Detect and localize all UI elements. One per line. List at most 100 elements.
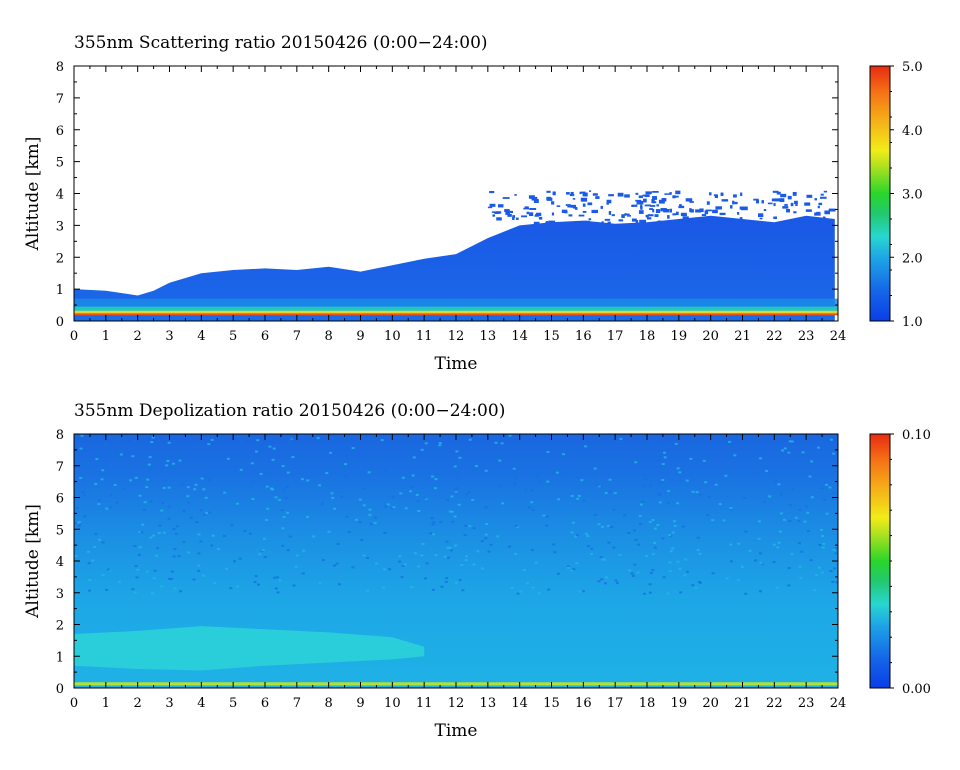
cloud-speck [524,206,529,209]
noise-speck [637,543,641,546]
noise-speck [263,556,267,559]
noise-speck [570,569,574,572]
noise-speck [207,479,211,482]
cloud-speck [759,217,763,220]
noise-speck [101,469,105,472]
noise-speck [142,508,146,511]
cloud-speck [635,220,639,224]
noise-speck [117,580,121,583]
noise-speck [576,476,580,479]
cloud-speck [773,203,776,207]
noise-speck [820,571,824,574]
noise-speck [818,544,822,547]
cloud-speck [578,214,585,217]
noise-speck [722,519,726,522]
cloud-speck [806,194,813,198]
cloud-speck [804,202,811,206]
noise-speck [380,439,384,442]
noise-speck [167,486,171,489]
noise-speck [645,554,649,557]
x-tick-label: 3 [165,329,173,344]
cloud-speck [773,216,777,220]
noise-speck [410,485,414,488]
noise-speck [294,565,298,568]
cloud-speck [771,198,777,202]
noise-speck [787,584,791,587]
noise-speck [516,592,520,595]
noise-speck [729,508,733,511]
noise-speck [344,463,348,466]
cloud-speck [533,221,540,226]
cloud-speck [678,205,685,209]
noise-speck [85,454,89,457]
noise-speck [208,511,212,514]
noise-speck [713,446,717,449]
cloud-speck [715,206,722,210]
noise-speck [678,479,682,482]
x-tick-label: 19 [671,696,688,711]
noise-speck [165,456,169,459]
noise-speck [447,556,451,559]
noise-speck [711,572,715,575]
cloud-speck [631,204,638,207]
x-tick-label: 2 [134,329,142,344]
noise-speck [421,543,425,546]
noise-speck [172,528,176,531]
noise-speck [788,440,792,443]
noise-speck [699,460,703,463]
noise-speck [806,511,810,514]
cloud-speck [552,191,556,196]
noise-speck [676,502,680,505]
noise-speck [98,538,102,541]
noise-speck [230,524,234,527]
noise-speck [661,537,665,540]
cloud-speck [780,193,787,198]
noise-speck [469,446,473,449]
cloud-speck [529,208,537,211]
cloud-speck [656,204,660,207]
noise-speck [661,462,665,465]
surface-band [74,310,838,314]
noise-speck [203,475,207,478]
x-tick-label: 4 [197,329,205,344]
noise-speck [274,496,278,499]
y-tick-label: 1 [56,650,64,665]
noise-speck [546,451,550,454]
cloud-speck [647,214,654,217]
noise-speck [197,564,201,567]
noise-speck [791,488,795,491]
noise-speck [83,515,87,518]
noise-speck [417,565,421,568]
noise-speck [175,450,179,453]
noise-speck [759,457,763,460]
noise-speck [458,456,462,459]
noise-speck [237,436,241,439]
cloud-speck [732,200,735,205]
noise-speck [173,587,177,590]
x-tick-label: 11 [416,329,433,344]
noise-speck [177,555,181,558]
noise-speck [130,462,134,465]
noise-speck [87,434,91,437]
noise-speck [681,457,685,460]
cloud-speck [505,210,510,215]
noise-speck [116,438,120,441]
x-tick-label: 18 [639,696,656,711]
y-axis-label: Altitude [km] [23,504,43,619]
cloud-speck [734,201,738,205]
noise-speck [347,531,351,534]
cloud-speck [512,217,515,221]
noise-speck [167,517,171,520]
noise-speck [562,453,566,456]
noise-speck [788,520,792,523]
noise-speck [199,509,203,512]
noise-speck [175,465,179,468]
noise-speck [151,592,155,595]
noise-speck [765,457,769,460]
noise-speck [766,467,770,470]
noise-speck [362,487,366,490]
cloud-speck [817,205,820,209]
noise-speck [567,566,571,569]
cloud-speck [631,218,637,222]
noise-speck [252,469,256,472]
